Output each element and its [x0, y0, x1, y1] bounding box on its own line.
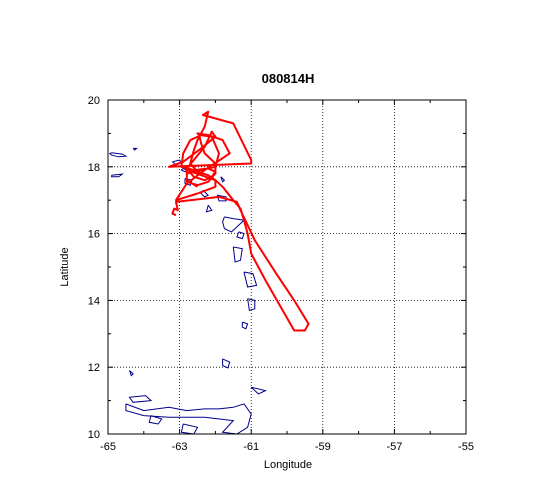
- coastline-outline: [148, 415, 163, 425]
- coastline-outline: [243, 271, 258, 288]
- coastline-outline: [220, 176, 226, 183]
- coastline-outline: [232, 246, 243, 263]
- coastline-outline: [216, 194, 227, 202]
- coastline-outline: [205, 204, 213, 213]
- y-tick-label: 12: [88, 362, 100, 374]
- coastline-outline: [132, 147, 138, 151]
- coastline-outline: [222, 216, 246, 233]
- coastline-outline: [125, 403, 252, 435]
- coastline-outline: [236, 231, 245, 240]
- grid-lines: [108, 100, 466, 434]
- coastline-outline: [180, 423, 199, 435]
- flight-track: [167, 110, 310, 332]
- coastline-outline: [111, 173, 125, 178]
- coastline-outline: [222, 358, 231, 369]
- x-tick-label: -65: [100, 441, 116, 453]
- y-tick-label: 18: [88, 162, 100, 174]
- x-tick-label: -63: [172, 441, 188, 453]
- y-tick-label: 20: [88, 95, 100, 107]
- chart-title: 080814H: [262, 71, 315, 86]
- coastline-outline: [108, 152, 128, 158]
- coastline-outline: [184, 178, 193, 186]
- coastline-outline: [180, 168, 188, 173]
- x-tick-label: -61: [243, 441, 259, 453]
- plot-frame: [107, 99, 467, 435]
- coastline-outline: [241, 321, 249, 330]
- coastline-outline: [247, 298, 256, 312]
- x-tick-label: -57: [386, 441, 402, 453]
- coastline-outline: [128, 395, 153, 403]
- y-tick-label: 10: [88, 429, 100, 441]
- coastlines: [108, 147, 268, 435]
- axis-ticks: -65 -63 -61 -59 -57 -55 10 12 14 16 18 20: [88, 95, 474, 453]
- x-axis-label: Longitude: [264, 459, 312, 471]
- coastline-outline: [250, 386, 268, 395]
- x-tick-label: -55: [458, 441, 474, 453]
- y-tick-label: 16: [88, 229, 100, 241]
- flight-track-line: [167, 110, 310, 332]
- coastline-outline: [129, 370, 134, 377]
- x-tick-label: -59: [315, 441, 331, 453]
- y-tick-label: 14: [88, 295, 100, 307]
- y-axis-label: Latitude: [59, 247, 71, 286]
